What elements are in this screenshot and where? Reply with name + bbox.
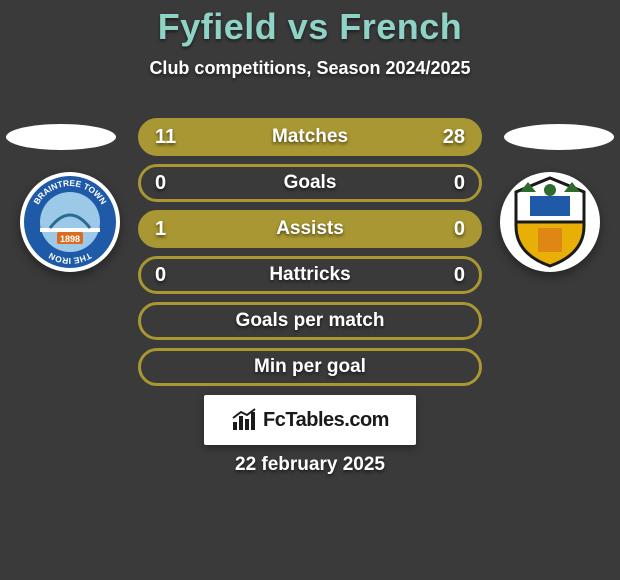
- stat-row: 11Matches28: [138, 118, 482, 156]
- stat-row: 0Hattricks0: [138, 256, 482, 294]
- stat-label: Min per goal: [141, 356, 479, 378]
- stat-label: Goals per match: [141, 310, 479, 332]
- sutton-united-crest: [500, 172, 600, 272]
- stat-right-value: 0: [454, 264, 465, 287]
- stat-label: Goals: [141, 172, 479, 194]
- stat-left-value: 11: [155, 126, 176, 149]
- stat-left-value: 0: [155, 172, 166, 195]
- stat-left-value: 0: [155, 264, 166, 287]
- stat-row: 1Assists0: [138, 210, 482, 248]
- stat-row: Goals per match: [138, 302, 482, 340]
- stats-table: 11Matches280Goals01Assists00Hattricks0Go…: [138, 118, 482, 394]
- svg-text:1898: 1898: [60, 234, 80, 244]
- comparison-date: 22 february 2025: [0, 454, 620, 476]
- stat-label: Assists: [141, 218, 479, 240]
- stat-label: Hattricks: [141, 264, 479, 286]
- left-name-ellipse: [6, 124, 116, 150]
- crest-right-svg: [500, 172, 600, 272]
- brand-text: FcTables.com: [263, 409, 389, 432]
- stat-right-value: 0: [454, 218, 465, 241]
- brand-badge[interactable]: FcTables.com: [204, 395, 416, 445]
- crest-left-svg: 1898 BRAINTREE TOWN THE IRON: [20, 172, 120, 272]
- page-subtitle: Club competitions, Season 2024/2025: [0, 58, 620, 79]
- stat-left-value: 1: [155, 218, 166, 241]
- page-title: Fyfield vs French: [0, 0, 620, 48]
- stat-row: Min per goal: [138, 348, 482, 386]
- braintree-town-crest: 1898 BRAINTREE TOWN THE IRON: [20, 172, 120, 272]
- stat-label: Matches: [141, 126, 479, 148]
- stat-row: 0Goals0: [138, 164, 482, 202]
- stat-right-value: 28: [443, 126, 465, 149]
- right-name-ellipse: [504, 124, 614, 150]
- bar-chart-icon: [231, 408, 257, 432]
- stat-right-value: 0: [454, 172, 465, 195]
